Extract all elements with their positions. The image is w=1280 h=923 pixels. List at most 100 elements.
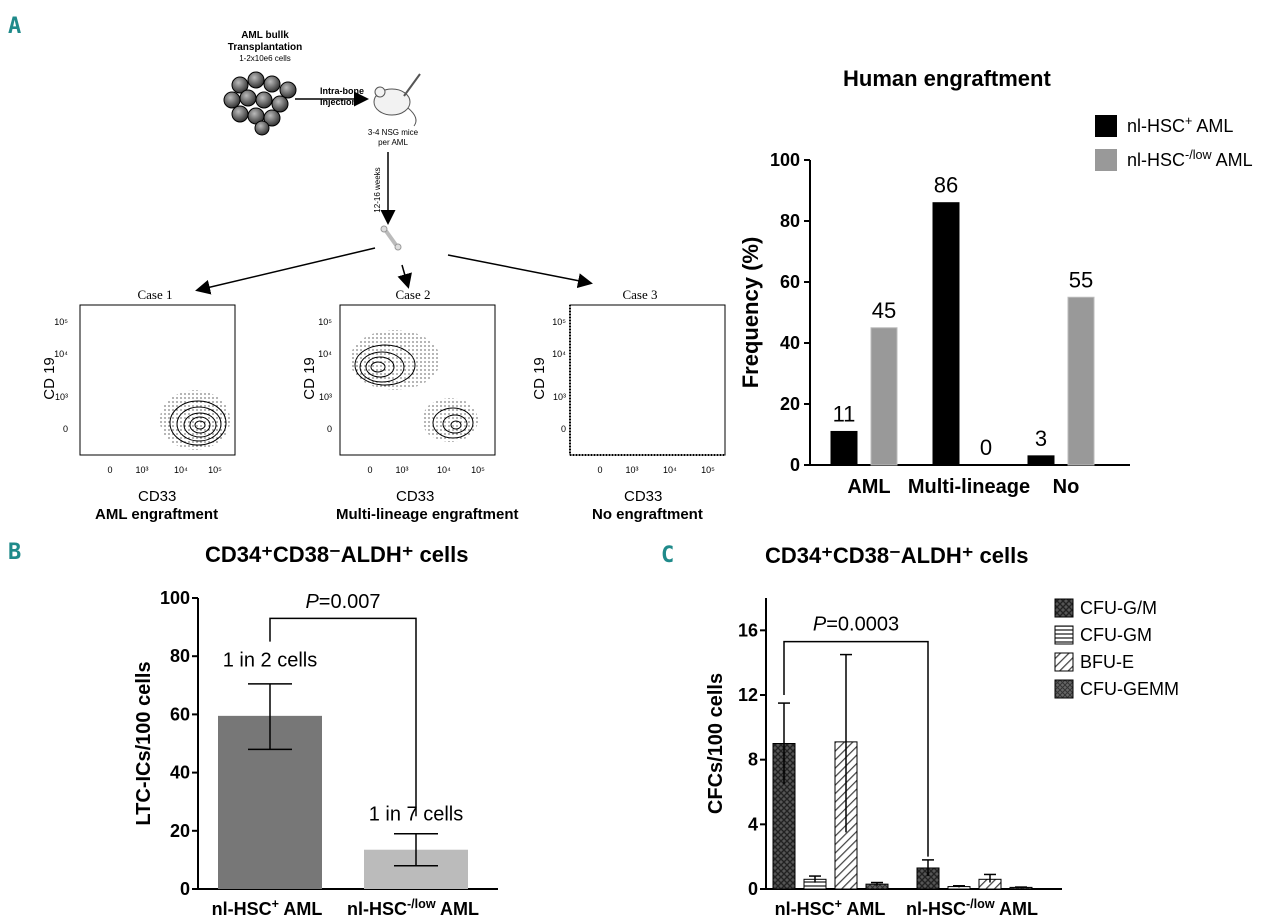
y-tick-label: 20 xyxy=(170,821,190,841)
ltcic-chart-title: CD34⁺CD38⁻ALDH⁺ cells xyxy=(205,542,469,567)
case1-xtick: 0 xyxy=(107,465,112,475)
x-tick-label: nl-HSC-/low AML xyxy=(347,897,479,919)
annotation: 1 in 2 cells xyxy=(223,649,318,671)
case1-title: Case 1 xyxy=(137,287,172,302)
legend-label: CFU-G/M xyxy=(1080,598,1157,618)
transplant-schematic: AML bullk Transplantation 1-2x10e6 cells… xyxy=(195,30,593,295)
case2-ytick: 10³ xyxy=(319,392,332,402)
legend-label: BFU-E xyxy=(1080,652,1134,672)
transplant-title-line1: AML bullk xyxy=(241,30,289,41)
mouse-icon xyxy=(373,73,421,127)
data-label: 3 xyxy=(1035,426,1047,451)
data-label: 11 xyxy=(833,401,856,426)
x-tick-label: nl-HSC+ AML xyxy=(212,897,323,919)
panel-label-b: B xyxy=(8,540,22,565)
y-tick-label: 0 xyxy=(180,879,190,899)
bone-icon xyxy=(380,225,402,251)
case3-xtick: 10⁴ xyxy=(663,465,677,475)
case1-xlabel: CD33 xyxy=(138,488,177,505)
x-tick-label: No xyxy=(1053,476,1080,498)
transplant-cells-count: 1-2x10e6 cells xyxy=(239,54,291,63)
legend-swatch xyxy=(1095,149,1117,171)
engraftment-chart-title: Human engraftment xyxy=(843,66,1051,91)
case3-ytick: 0 xyxy=(561,424,566,434)
case2-ylabel: CD 19 xyxy=(300,357,318,400)
case2-plot-frame xyxy=(339,304,496,456)
case3-xtick: 0 xyxy=(597,465,602,475)
flow-plots: Case 1 10⁵ 10⁴ 10³ 0 0 10³ 10⁴ 10⁵ Case … xyxy=(54,287,726,475)
y-tick-label: 40 xyxy=(170,763,190,783)
bar xyxy=(1027,455,1055,466)
y-tick-label: 20 xyxy=(780,394,800,414)
case2-xlabel: CD33 xyxy=(396,488,435,505)
data-label: 55 xyxy=(1069,267,1093,292)
case1-xtick: 10⁵ xyxy=(208,465,222,475)
injection-label-line2: Injection xyxy=(320,97,357,107)
data-label: 0 xyxy=(980,435,992,460)
case2-xtick: 10³ xyxy=(395,465,408,475)
legend-swatch xyxy=(1054,625,1074,645)
panel-label-a: A xyxy=(8,14,22,39)
case3-ytick: 10⁵ xyxy=(552,317,566,327)
y-tick-label: 0 xyxy=(790,455,800,475)
legend-label: CFU-GM xyxy=(1080,625,1152,645)
x-tick-label: AML xyxy=(847,476,890,498)
case2-title: Case 2 xyxy=(395,287,430,302)
mice-label-line1: 3-4 NSG mice xyxy=(368,128,419,137)
case2-ytick: 10⁴ xyxy=(318,349,332,359)
bar xyxy=(1067,296,1095,466)
p-value: P=0.007 xyxy=(305,591,380,613)
mice-label-line2: per AML xyxy=(378,138,408,147)
data-label: 45 xyxy=(872,298,896,323)
legend-swatch xyxy=(1054,598,1074,618)
legend-label: nl-HSC-/low AML xyxy=(1127,148,1253,170)
y-tick-label: 60 xyxy=(780,272,800,292)
case3-caption: No engraftment xyxy=(592,506,703,523)
cell-cluster-icon xyxy=(223,71,297,136)
case1-ytick: 10⁴ xyxy=(54,349,68,359)
x-tick-label: nl-HSC-/low AML xyxy=(906,897,1038,919)
ltcic-chart: 0 20 40 60 80 100 LTC-ICs/100 cells nl-HSC+ AML… xyxy=(133,588,498,919)
y-tick-label: 40 xyxy=(780,333,800,353)
case1-ytick: 0 xyxy=(63,424,68,434)
significance-bracket xyxy=(269,617,417,817)
bar xyxy=(830,430,858,466)
y-tick-label: 80 xyxy=(780,211,800,231)
case3-ylabel: CD 19 xyxy=(530,357,548,400)
injection-label-line1: Intra-bone xyxy=(320,86,364,96)
y-tick-label: 0 xyxy=(748,879,758,899)
y-tick-label: 100 xyxy=(770,150,800,170)
case1-caption: AML engraftment xyxy=(95,506,219,523)
y-tick-label: 12 xyxy=(738,685,758,705)
y-tick-label: 80 xyxy=(170,646,190,666)
case1-ytick: 10⁵ xyxy=(54,317,68,327)
transplant-title-line2: Transplantation xyxy=(228,42,302,53)
case3-plot-frame xyxy=(569,304,726,456)
legend-swatch xyxy=(1095,115,1117,137)
y-tick-label: 4 xyxy=(748,814,758,834)
case2-xtick: 10⁴ xyxy=(437,465,451,475)
y-axis-label: CFCs/100 cells xyxy=(705,673,727,814)
case2-xtick: 10⁵ xyxy=(471,465,485,475)
case3-xtick: 10³ xyxy=(625,465,638,475)
y-tick-label: 8 xyxy=(748,750,758,770)
case2-xtick: 0 xyxy=(367,465,372,475)
y-axis-label: Frequency (%) xyxy=(738,237,763,389)
y-axis-label: LTC-ICs/100 cells xyxy=(133,661,155,825)
legend-label: nl-HSC+ AML xyxy=(1127,114,1233,136)
case1-ylabel: CD 19 xyxy=(40,357,58,400)
p-value: P=0.0003 xyxy=(813,613,899,635)
engraftment-chart: 0 20 40 60 80 100 Frequency (%) AML 11 45 Multi-li… xyxy=(738,114,1253,498)
y-tick-label: 60 xyxy=(170,704,190,724)
case2-contours xyxy=(350,330,478,442)
case1-contours xyxy=(160,390,230,450)
x-tick-label: nl-HSC+ AML xyxy=(775,897,886,919)
cfc-chart-title: CD34⁺CD38⁻ALDH⁺ cells xyxy=(765,543,1029,568)
case3-xtick: 10⁵ xyxy=(701,465,715,475)
case3-ytick: 10⁴ xyxy=(552,349,566,359)
bar xyxy=(870,327,898,466)
legend-label: CFU-GEMM xyxy=(1080,679,1179,699)
y-tick-label: 16 xyxy=(738,620,758,640)
panel-label-c: C xyxy=(661,543,675,568)
x-tick-label: Multi-lineage xyxy=(908,476,1030,498)
